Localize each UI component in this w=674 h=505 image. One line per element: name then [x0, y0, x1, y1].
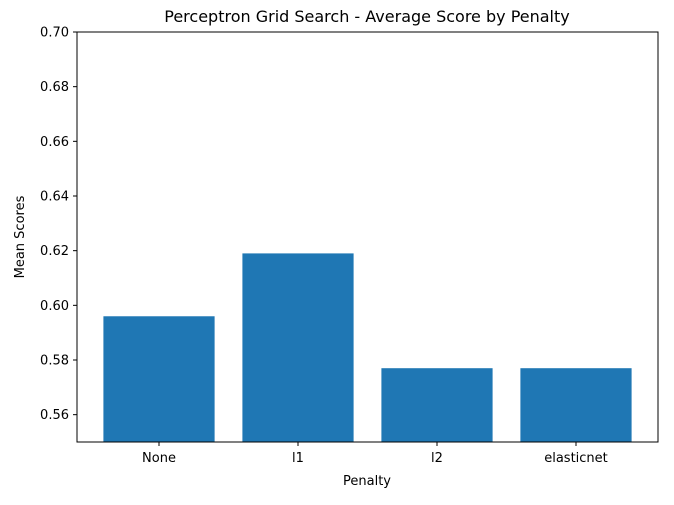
x-tick-label: l1: [292, 451, 304, 466]
y-tick-label: 0.62: [40, 244, 69, 259]
y-tick-label: 0.60: [40, 299, 69, 314]
y-tick-label: 0.58: [40, 354, 69, 369]
x-tick-label: l2: [431, 451, 443, 466]
chart-title: Perceptron Grid Search - Average Score b…: [164, 7, 570, 26]
y-tick-label: 0.70: [40, 26, 69, 41]
bar-None: [103, 316, 215, 442]
bars: [103, 253, 632, 442]
bar-l2: [381, 368, 493, 442]
x-axis-label: Penalty: [343, 474, 391, 489]
bar-elasticnet: [520, 368, 632, 442]
plot-frame: [76, 31, 659, 443]
x-tick-label: elasticnet: [544, 451, 608, 466]
y-tick-label: 0.64: [40, 190, 69, 205]
y-tick-label: 0.68: [40, 80, 69, 95]
bar-l1: [242, 253, 354, 442]
y-tick-label: 0.56: [40, 408, 69, 423]
x-tick-label: None: [142, 451, 176, 466]
y-tick-label: 0.66: [40, 135, 69, 150]
x-axis: None l1 l2 elasticnet: [142, 442, 608, 466]
y-axis-label: Mean Scores: [13, 195, 28, 278]
y-axis: 0.56 0.58 0.60 0.62 0.64 0.66 0.68 0.70: [40, 26, 77, 423]
